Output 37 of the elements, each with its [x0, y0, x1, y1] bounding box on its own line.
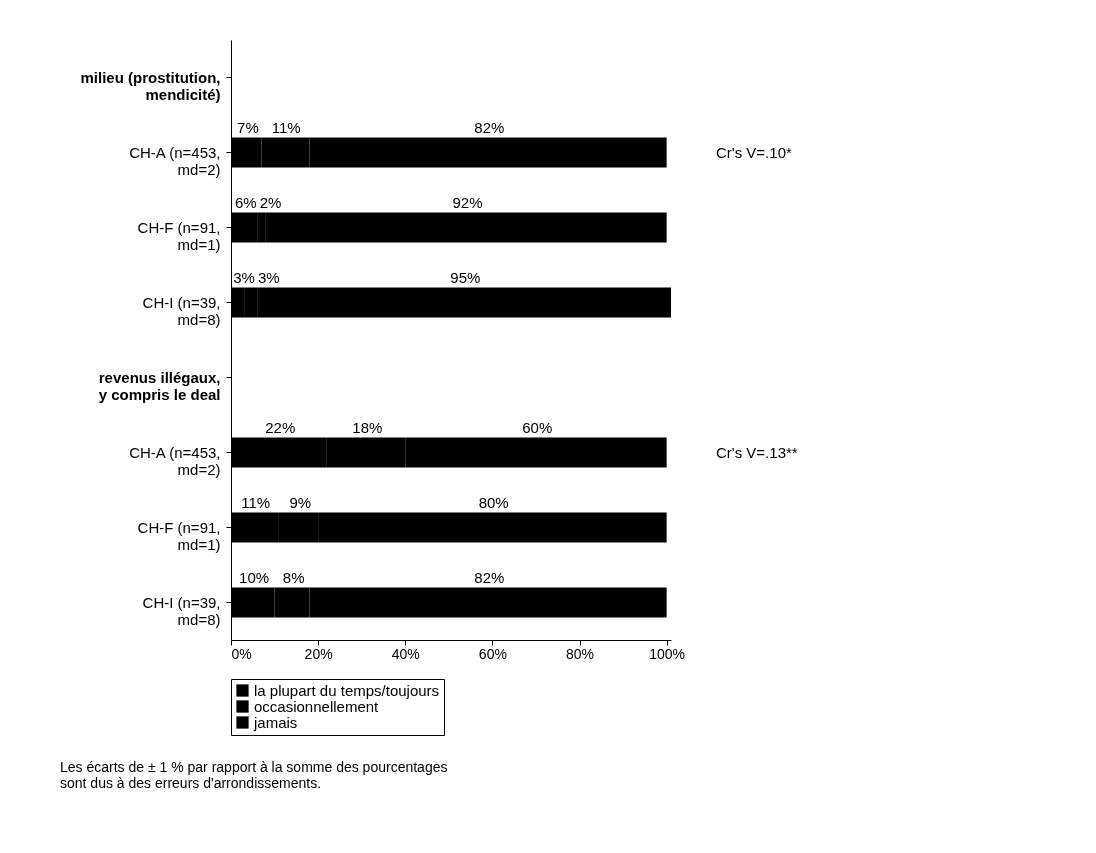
y-tick-label: revenus illégaux, y compris le deal	[98, 368, 221, 403]
x-tick-label: 20%	[304, 645, 333, 662]
data-label: 18%	[352, 418, 383, 436]
data-label: 11%	[241, 493, 271, 511]
x-tick-label: 60%	[478, 645, 507, 662]
data-label: 82%	[474, 118, 505, 136]
x-tick-label: 100%	[649, 645, 686, 662]
data-label: 10%	[239, 568, 270, 586]
data-label: 11%	[271, 118, 301, 136]
data-label: 7%	[237, 118, 259, 136]
data-label: 60%	[522, 418, 553, 436]
x-tick-label: 80%	[566, 645, 595, 662]
y-tick-label: CH-A (n=453, md=2)	[129, 143, 221, 178]
text: Cr's V=.13**	[716, 443, 798, 461]
data-label: 80%	[478, 493, 509, 511]
text: Les écarts de ± 1 % par rapport à la somme des pourcentages sont dus à des erreurs d'arrondissements.	[60, 758, 448, 791]
data-label: 82%	[474, 568, 505, 586]
y-tick-label: CH-F (n=91, md=1)	[137, 218, 221, 253]
x-tick-label: 40%	[391, 645, 420, 662]
data-label: 2%	[259, 193, 282, 211]
data-label: 9%	[289, 493, 312, 511]
data-label: 92%	[452, 193, 483, 211]
data-label: 22%	[265, 418, 296, 436]
y-tick-label: CH-I (n=39, md=8)	[142, 293, 221, 328]
text: Cr's V=.10*	[716, 143, 792, 161]
y-tick-label: CH-F (n=91, md=1)	[137, 518, 221, 553]
y-tick-label: milieu (prostitution, mendicité)	[80, 68, 221, 103]
data-label: 8%	[282, 568, 305, 586]
x-tick-label: 0%	[231, 645, 252, 662]
y-tick-label: CH-A (n=453, md=2)	[129, 443, 221, 478]
y-tick-label: CH-I (n=39, md=8)	[142, 593, 221, 628]
data-label: 6%	[234, 193, 257, 211]
data-label: 3%	[233, 268, 255, 286]
data-label: 95%	[450, 268, 481, 286]
data-label: 3%	[258, 268, 280, 286]
legend-label: la plupart du temps/toujours	[254, 681, 440, 699]
legend-label: jamais	[253, 713, 298, 731]
